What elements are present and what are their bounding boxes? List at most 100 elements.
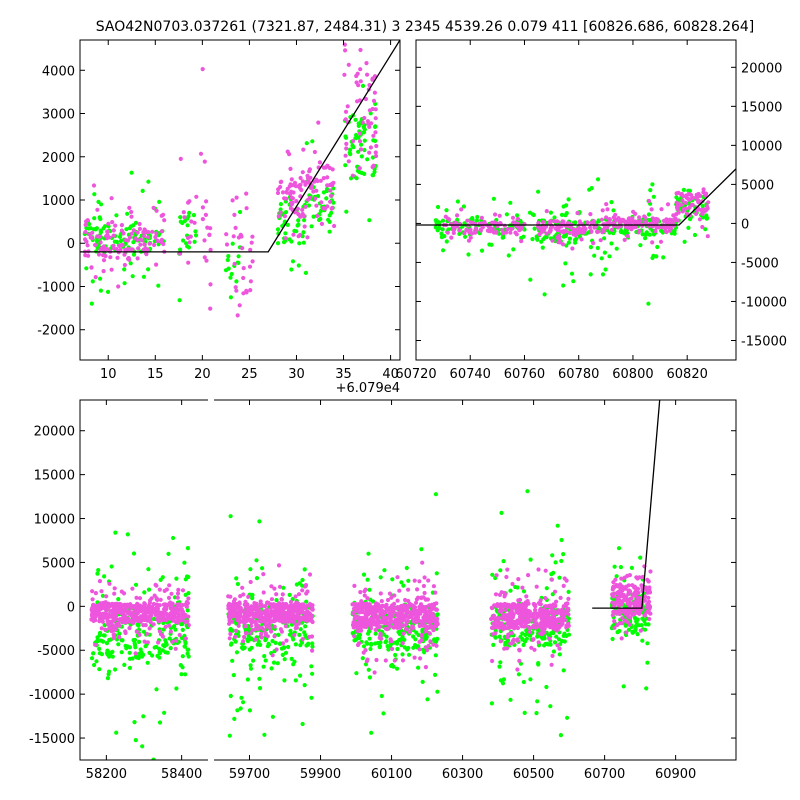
data-point	[689, 192, 694, 198]
data-point	[283, 236, 288, 241]
data-point	[424, 604, 429, 610]
data-point	[504, 212, 509, 217]
data-point	[112, 609, 117, 614]
data-point	[557, 624, 562, 629]
data-point	[123, 603, 128, 608]
data-point	[237, 618, 242, 623]
data-point	[291, 232, 296, 237]
data-point	[490, 572, 495, 577]
data-point	[421, 623, 426, 628]
data-point	[141, 274, 146, 279]
data-point	[392, 593, 397, 598]
data-point	[144, 631, 149, 637]
data-point	[187, 210, 192, 215]
data-point	[508, 621, 514, 626]
data-point	[389, 618, 394, 624]
data-point	[614, 574, 619, 579]
data-point	[416, 615, 421, 620]
data-point	[285, 615, 290, 620]
data-point	[110, 220, 115, 225]
data-point	[558, 620, 563, 625]
data-point	[230, 658, 235, 663]
data-point	[278, 202, 283, 207]
data-point	[595, 245, 600, 251]
data-point	[451, 226, 456, 231]
data-point	[233, 225, 238, 230]
data-point	[468, 235, 473, 240]
data-point	[186, 596, 191, 601]
data-point	[186, 200, 191, 205]
data-point	[191, 213, 196, 218]
data-point	[302, 218, 307, 223]
data-point	[234, 195, 239, 200]
data-point	[515, 610, 520, 615]
data-point	[99, 652, 104, 657]
data-point	[566, 596, 571, 602]
data-point	[526, 573, 531, 578]
data-point	[621, 217, 626, 222]
data-point	[132, 604, 137, 609]
data-point	[651, 194, 656, 199]
data-point	[274, 598, 279, 603]
data-point	[391, 625, 396, 630]
data-point	[522, 710, 527, 716]
data-point	[404, 610, 409, 616]
data-point	[128, 606, 133, 611]
data-point	[92, 613, 97, 618]
data-point	[303, 624, 308, 629]
data-point	[565, 715, 570, 720]
data-point	[385, 597, 391, 603]
data-point	[638, 628, 643, 633]
data-point	[388, 637, 393, 642]
data-point	[140, 744, 145, 749]
data-point	[387, 622, 392, 627]
x-offset-label: +6.079e4	[336, 381, 400, 396]
data-point	[305, 173, 310, 178]
data-point	[130, 274, 135, 279]
data-point	[342, 72, 347, 77]
data-point	[323, 165, 328, 170]
data-point	[294, 199, 299, 204]
data-point	[248, 567, 253, 572]
data-point	[378, 640, 383, 645]
data-point	[658, 239, 664, 244]
data-point	[566, 623, 571, 629]
data-point	[528, 557, 533, 562]
data-point	[90, 597, 95, 602]
data-point	[304, 141, 309, 146]
data-point	[313, 196, 318, 201]
data-point	[97, 619, 102, 624]
data-point	[269, 584, 274, 589]
data-point	[192, 220, 197, 225]
data-point	[158, 577, 163, 583]
data-point	[343, 163, 348, 168]
data-point	[87, 222, 92, 227]
data-point	[393, 652, 398, 658]
data-point	[640, 223, 645, 228]
data-point	[548, 704, 553, 709]
data-point	[624, 610, 630, 616]
data-point	[241, 700, 246, 705]
data-point	[536, 189, 541, 194]
data-point	[302, 567, 307, 572]
data-point	[544, 586, 549, 591]
data-point	[383, 604, 388, 609]
data-point	[296, 263, 301, 268]
data-point	[278, 606, 283, 611]
data-point	[359, 142, 364, 147]
data-point	[626, 217, 631, 222]
data-point	[501, 677, 506, 682]
data-point	[620, 616, 625, 621]
data-point	[358, 590, 363, 595]
data-point	[245, 677, 250, 682]
data-point	[288, 201, 293, 206]
data-point	[364, 617, 369, 623]
data-point	[234, 650, 240, 655]
data-point	[495, 616, 500, 621]
data-point	[354, 176, 359, 181]
data-point	[511, 605, 516, 610]
data-point	[232, 212, 237, 217]
data-point	[527, 629, 533, 635]
data-point	[528, 277, 533, 282]
data-point	[103, 611, 108, 616]
